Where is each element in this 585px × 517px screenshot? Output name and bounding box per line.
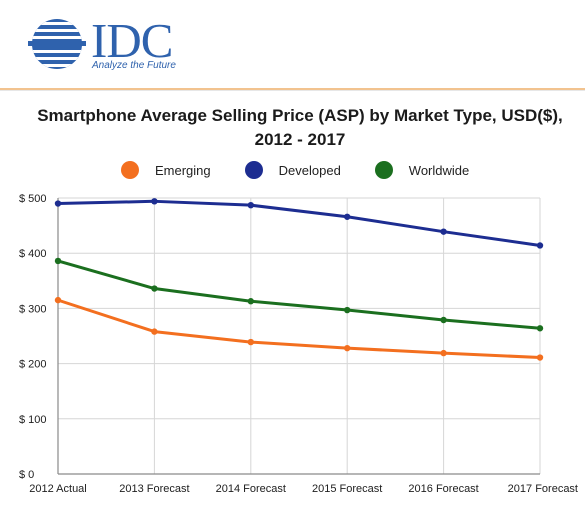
emerging-data-point — [344, 344, 351, 352]
legend-label-worldwide: Worldwide — [408, 162, 470, 178]
worldwide-data-point — [151, 285, 158, 292]
legend-label-emerging: Emerging — [155, 162, 211, 178]
x-tick-label: 2017 Forecast — [508, 483, 578, 495]
developed-data-point — [151, 198, 158, 205]
developed-data-point — [344, 213, 351, 220]
legend-item-emerging: Emerging — [121, 161, 211, 179]
emerging-data-point — [440, 349, 447, 357]
y-tick-label: $ 100 — [19, 414, 47, 426]
developed-data-point — [440, 228, 447, 235]
chart-legend: Emerging Developed Worldwide — [121, 158, 481, 182]
brand-tagline: Analyze the Future — [92, 60, 176, 71]
legend-marker-emerging — [121, 161, 139, 179]
x-tick-label: 2012 Actual — [29, 483, 87, 495]
emerging-data-point — [151, 328, 158, 335]
brand-wordmark: IDC — [91, 13, 173, 68]
y-tick-label: $ 400 — [19, 248, 47, 260]
idc-logo: IDC Analyze the Future — [28, 15, 198, 73]
legend-item-worldwide: Worldwide — [374, 161, 470, 179]
y-tick-label: $ 500 — [19, 193, 47, 205]
developed-data-point — [54, 200, 62, 207]
y-tick-label: $ 0 — [19, 469, 34, 481]
worldwide-data-point — [247, 298, 254, 305]
emerging-data-point — [54, 296, 62, 304]
emerging-data-point — [536, 354, 544, 361]
chart-title: Smartphone Average Selling Price (ASP) b… — [37, 106, 563, 149]
worldwide-data-point — [54, 257, 62, 265]
developed-data-point — [536, 242, 544, 249]
x-tick-label: 2016 Forecast — [408, 483, 478, 495]
legend-item-developed: Developed — [244, 161, 341, 179]
header-divider — [0, 88, 585, 90]
developed-data-point — [247, 201, 254, 209]
worldwide-data-point — [344, 306, 351, 314]
header-shadow-line — [0, 90, 585, 91]
x-tick-label: 2014 Forecast — [216, 483, 286, 495]
legend-label-developed: Developed — [278, 162, 341, 178]
legend-marker-developed — [244, 161, 263, 179]
emerging-series-line — [56, 298, 542, 360]
worldwide-series-line — [56, 259, 542, 330]
x-tick-label: 2015 Forecast — [312, 483, 382, 495]
y-tick-label: $ 200 — [19, 359, 47, 371]
worldwide-data-point — [440, 316, 447, 324]
emerging-data-point — [247, 338, 254, 346]
brand-header: IDC Analyze the Future — [0, 0, 585, 88]
globe-icon — [28, 19, 86, 69]
y-tick-label: $ 300 — [19, 303, 47, 315]
legend-marker-worldwide — [374, 161, 393, 179]
x-tick-label: 2013 Forecast — [119, 483, 189, 495]
developed-series-line — [56, 199, 542, 247]
worldwide-data-point — [536, 325, 544, 332]
